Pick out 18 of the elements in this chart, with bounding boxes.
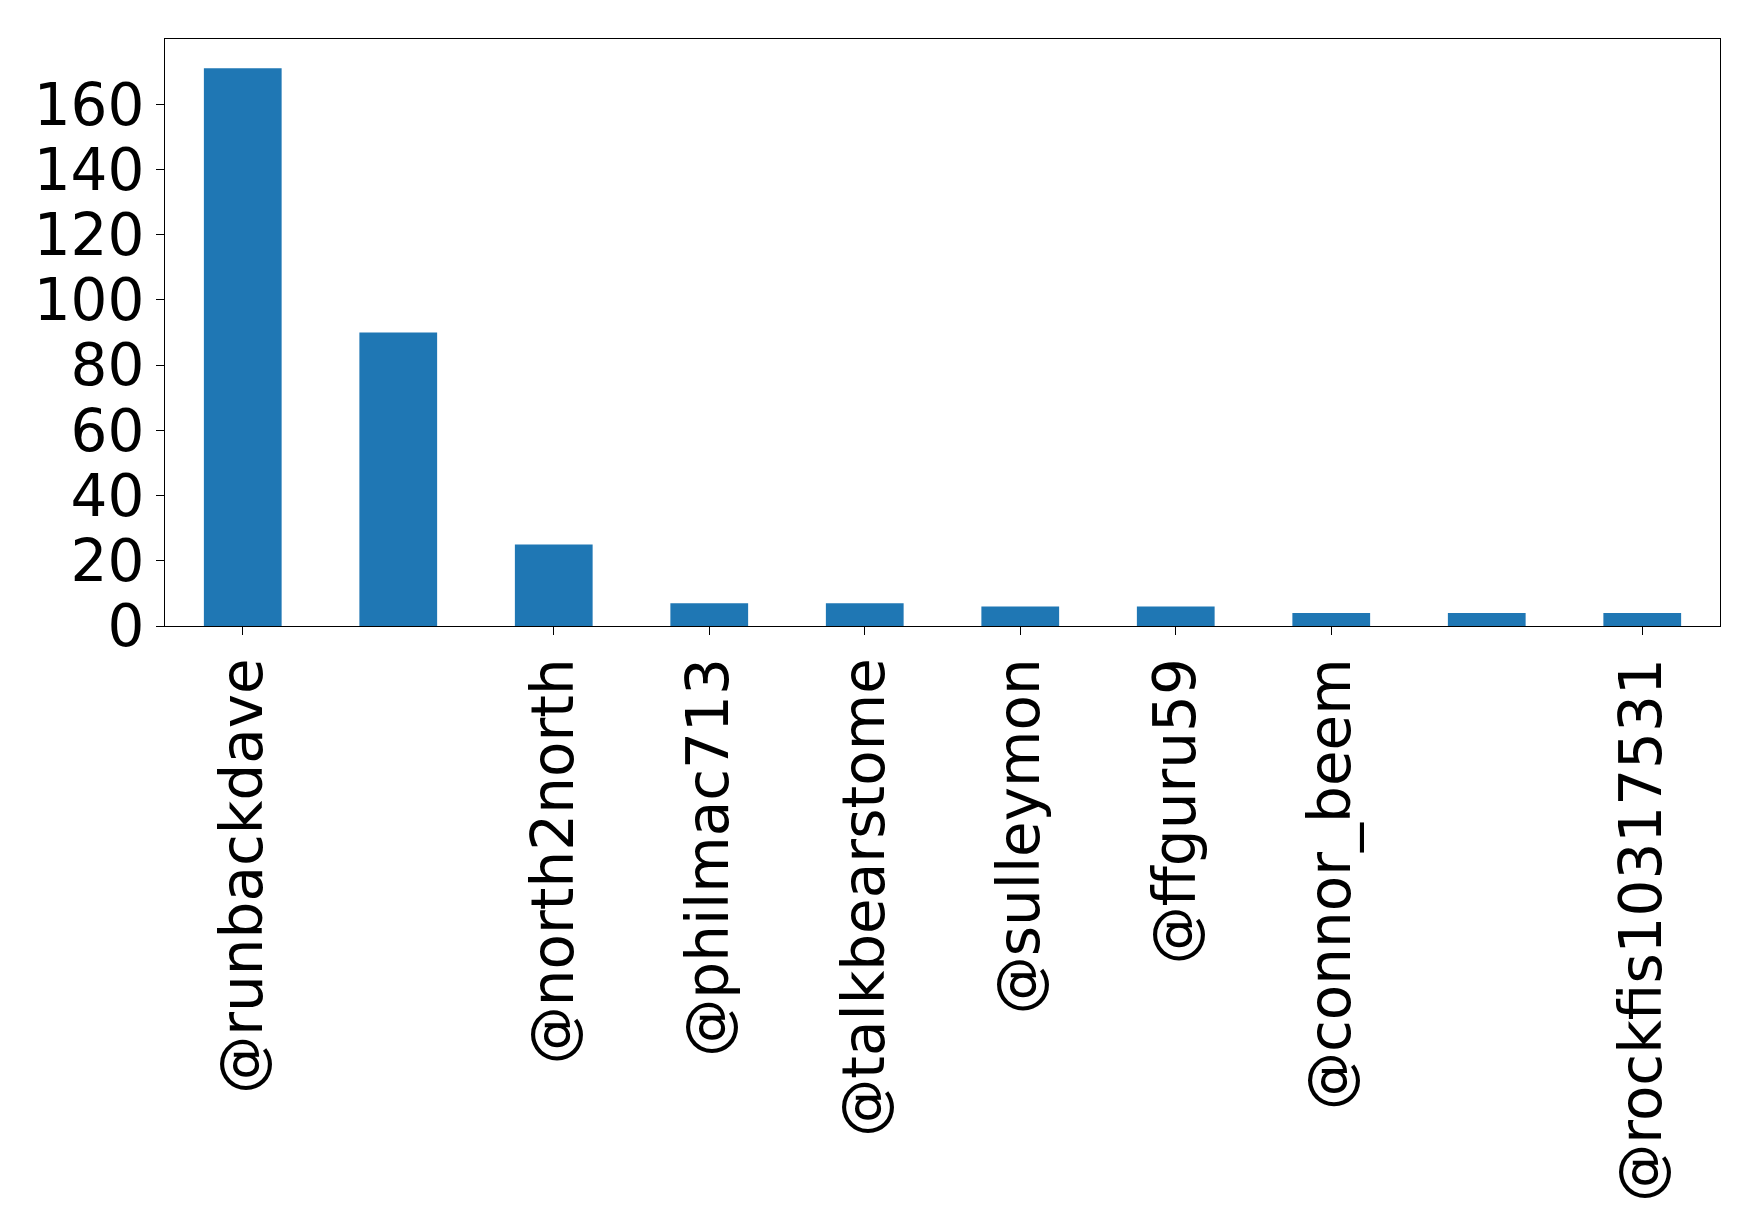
x-tick-label: @talkbearstome xyxy=(829,658,898,1137)
bar xyxy=(1292,612,1371,626)
x-tick-label: @north2north xyxy=(518,658,587,1065)
x-tick-label: @philmac713 xyxy=(674,658,743,1057)
bar xyxy=(670,603,749,626)
bar xyxy=(203,68,282,626)
x-tick-label: @ffguru59 xyxy=(1140,658,1209,965)
bar xyxy=(1136,606,1215,626)
bar xyxy=(514,544,593,626)
bar xyxy=(825,603,904,626)
bar xyxy=(981,606,1060,626)
bar xyxy=(1603,612,1682,626)
x-tick-label: @sulleymon xyxy=(985,658,1054,1015)
x-tick-label: @connor_beem xyxy=(1296,658,1365,1111)
bar xyxy=(1447,612,1526,626)
x-tick-label: @rockfis10317531 xyxy=(1607,658,1676,1202)
x-tick-label: @runbackdave xyxy=(207,658,276,1094)
bar xyxy=(359,332,438,626)
